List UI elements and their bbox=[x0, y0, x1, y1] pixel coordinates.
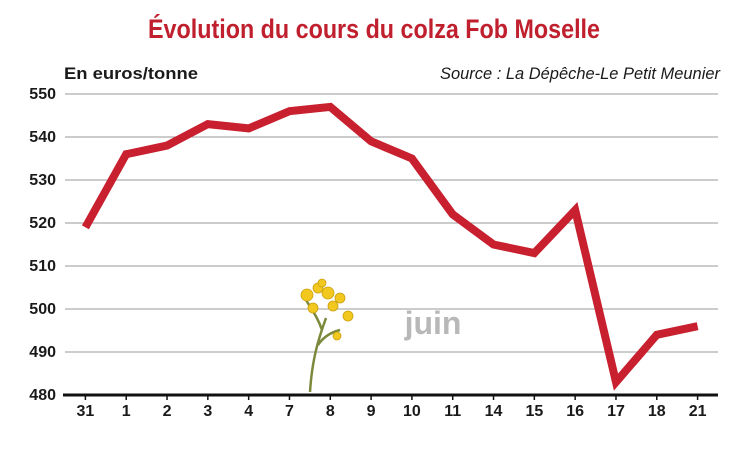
chart-title: Évolution du cours du colza Fob Moselle bbox=[148, 13, 600, 44]
x-tick-label: 7 bbox=[285, 403, 294, 420]
x-tick-label: 15 bbox=[525, 403, 543, 420]
x-tick-label: 11 bbox=[444, 403, 461, 420]
x-tick-label: 14 bbox=[485, 403, 503, 420]
y-tick-label: 540 bbox=[29, 129, 56, 146]
y-tick-label: 490 bbox=[29, 344, 56, 361]
y-tick-label: 520 bbox=[29, 215, 56, 232]
x-tick-label: 17 bbox=[607, 403, 625, 420]
x-tick-label: 31 bbox=[77, 403, 95, 420]
y-tick-label: 480 bbox=[29, 387, 56, 404]
x-tick-label: 9 bbox=[367, 403, 376, 420]
source: Source : La Dépêche-Le Petit Meunier bbox=[440, 64, 721, 83]
line bbox=[81, 102, 699, 391]
x-tick-label: 1 bbox=[122, 403, 131, 420]
annotation: juin bbox=[404, 305, 462, 341]
y-tick-label: 530 bbox=[29, 172, 56, 189]
y-axis-label: En euros/tonne bbox=[64, 64, 198, 83]
flower-icon bbox=[300, 278, 354, 393]
y-tick-label: 510 bbox=[29, 258, 56, 275]
y-tick-label: 550 bbox=[29, 86, 56, 103]
y-tick-label: 500 bbox=[29, 301, 56, 318]
x-tick-label: 8 bbox=[326, 403, 335, 420]
x-tick-label: 4 bbox=[244, 403, 253, 420]
plot bbox=[81, 102, 699, 391]
x-tick-label: 21 bbox=[689, 403, 707, 420]
x-tick-label: 16 bbox=[566, 403, 584, 420]
x-tick-label: 10 bbox=[403, 403, 421, 420]
x-tick-label: 3 bbox=[203, 403, 212, 420]
x-tick-label: 18 bbox=[648, 403, 666, 420]
x-tick-label: 2 bbox=[163, 403, 172, 420]
